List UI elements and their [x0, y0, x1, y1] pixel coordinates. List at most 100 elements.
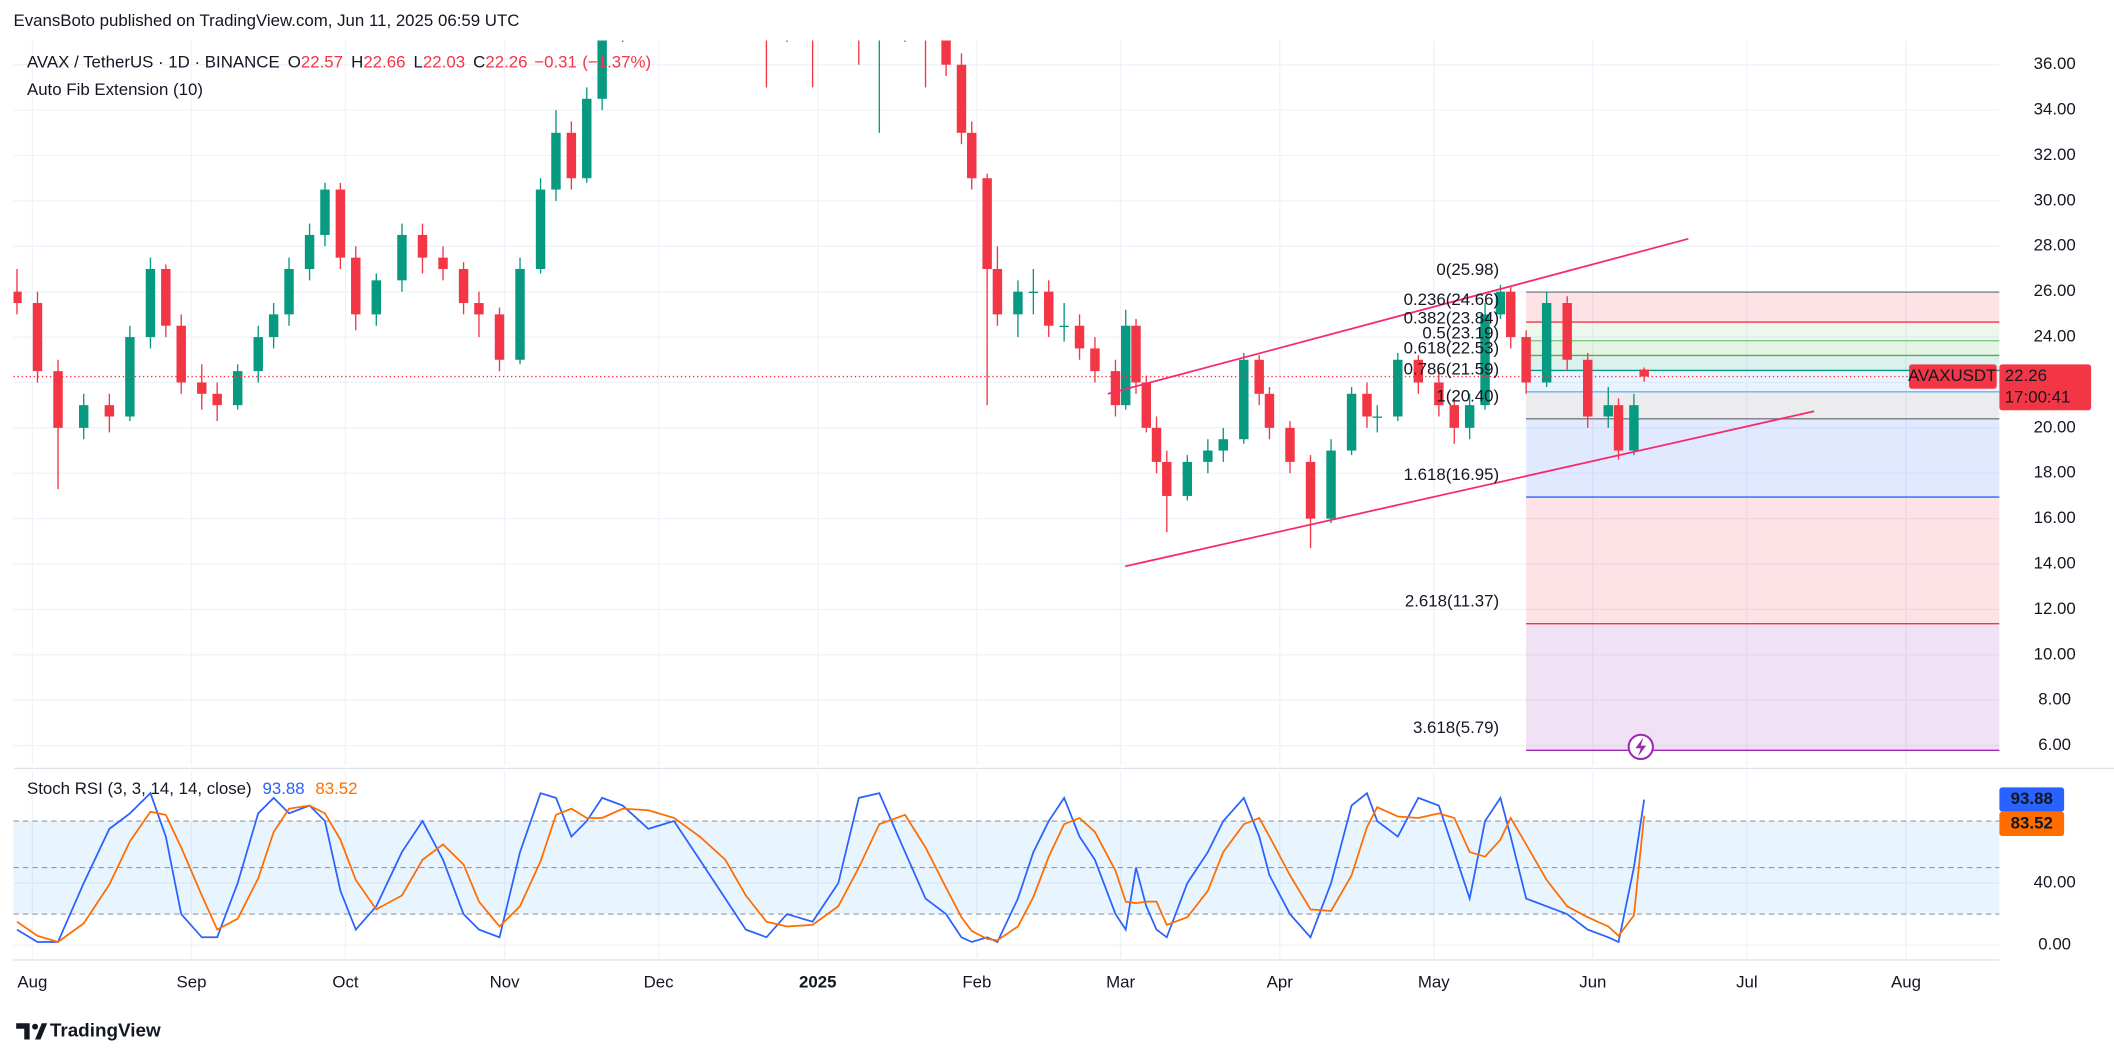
candle-body [1059, 325, 1069, 328]
candle-body [104, 405, 115, 417]
candle-body [1603, 405, 1613, 417]
change: −0.31 [534, 53, 577, 72]
candle-body [1121, 325, 1131, 406]
y-tick-label: 32.00 [2034, 145, 2076, 164]
candle-body [566, 132, 577, 179]
published-note: EvansBoto published on TradingView.com, … [13, 11, 519, 30]
candle-body [1305, 461, 1316, 519]
y-tick-label: 18.00 [2034, 463, 2076, 482]
candle-body [253, 337, 263, 372]
x-tick-label: Apr [1267, 972, 1294, 991]
candle-body [197, 382, 207, 394]
candle-body [1218, 439, 1228, 451]
change-pct: (−1.37%) [582, 53, 651, 72]
candle-body [78, 405, 89, 428]
candle-body [956, 64, 967, 133]
candle-body [417, 234, 428, 258]
indicator-name: Auto Fib Extension (10) [27, 80, 203, 99]
legend-entry: 93.88 [262, 780, 304, 799]
candle-body [1393, 359, 1403, 417]
y-tick-label: 12.00 [2034, 599, 2076, 618]
candle-body [351, 257, 361, 315]
fib-label: 0.236(24.66) [1404, 290, 1500, 309]
x-tick-label: Mar [1106, 972, 1135, 991]
stoch-pane [13, 791, 2000, 944]
candle-body [1074, 325, 1085, 349]
fib-label: 0.5(23.19) [1422, 323, 1499, 342]
stoch-tick-label: 40.00 [2034, 873, 2076, 892]
brand-name: TradingView [50, 1019, 161, 1040]
stoch-value-tag [1999, 811, 2065, 836]
y-tick-label: 26.00 [2034, 281, 2076, 300]
candle-body [1449, 405, 1459, 428]
candle-body [268, 314, 279, 338]
candle-body [1464, 405, 1475, 428]
quote-key: O [288, 53, 301, 72]
symbol-title: AVAX / TetherUS · 1D · BINANCE [27, 53, 280, 72]
x-tick-label: Jun [1579, 972, 1606, 991]
candle-body [371, 280, 382, 315]
candle-body [458, 268, 469, 304]
candle-body [125, 337, 135, 417]
candle-body [397, 234, 407, 281]
price-tag-text: 22.26 [2005, 366, 2047, 385]
candle-body [1090, 348, 1100, 372]
candle-body [145, 268, 156, 338]
candle-body [1413, 359, 1424, 383]
candle-body [1372, 416, 1382, 418]
candle-body [1583, 359, 1593, 417]
candle-body [32, 303, 43, 372]
legend-entry: 83.52 [315, 780, 357, 799]
quote-value: 22.26 [485, 53, 527, 72]
x-tick-label: Jul [1736, 972, 1758, 991]
countdown: 17:00:41 [2005, 388, 2071, 407]
candle-body [13, 291, 22, 304]
fib-label: 0.618(22.53) [1404, 338, 1500, 357]
y-tick-label: 14.00 [2034, 553, 2076, 572]
fib-zone [1526, 623, 2000, 751]
stoch-title: Stoch RSI (3, 3, 14, 14, close) [27, 780, 252, 799]
candle-body [1028, 291, 1039, 294]
quote-value: 22.57 [301, 53, 343, 72]
fib-zone [1526, 340, 2000, 356]
fib-zone [1526, 355, 2000, 371]
candle-body [1480, 314, 1490, 406]
candle-body [1013, 291, 1023, 315]
fib-zone [1526, 418, 2000, 498]
candle-body [535, 189, 546, 269]
candle-body [284, 268, 294, 315]
x-tick-label: Aug [17, 972, 47, 991]
x-tick-label: Dec [644, 972, 674, 991]
x-tick-label: Oct [332, 972, 359, 991]
lightning-icon [1627, 733, 1654, 761]
stoch-value-tag-text: 93.88 [2011, 789, 2053, 808]
y-tick-label: 8.00 [2038, 690, 2071, 709]
candles [13, 40, 2000, 568]
stoch-value-tag [1999, 787, 2065, 812]
y-tick-label: 34.00 [2034, 100, 2076, 119]
channel-line [1125, 410, 1815, 568]
x-tick-label: Sep [177, 972, 207, 991]
candle-body [1151, 427, 1162, 462]
candle-body [1541, 303, 1552, 383]
candle-body [551, 132, 561, 190]
candle-body [967, 132, 977, 179]
candle-body [1495, 291, 1506, 315]
candle-body [597, 40, 607, 99]
fib-label: 1(20.40) [1436, 387, 1499, 406]
candle-body [1434, 382, 1444, 406]
fib-zone [1526, 391, 2000, 419]
x-tick-label: Feb [962, 972, 991, 991]
brand-logo: TradingView [16, 1019, 161, 1040]
candle-body [232, 371, 243, 406]
candle-body [494, 314, 505, 360]
labels: 6.00 8.00 10.00 12.00 14.00 16.00 18.00 20.00 22… [17, 53, 2092, 991]
y-tick-label: 16.00 [2034, 508, 2076, 527]
y-tick-label: 6.00 [2038, 735, 2071, 754]
candle-body [1162, 461, 1172, 496]
candle-body [176, 325, 186, 383]
quote-key: L [414, 53, 423, 72]
grid [13, 40, 2000, 960]
